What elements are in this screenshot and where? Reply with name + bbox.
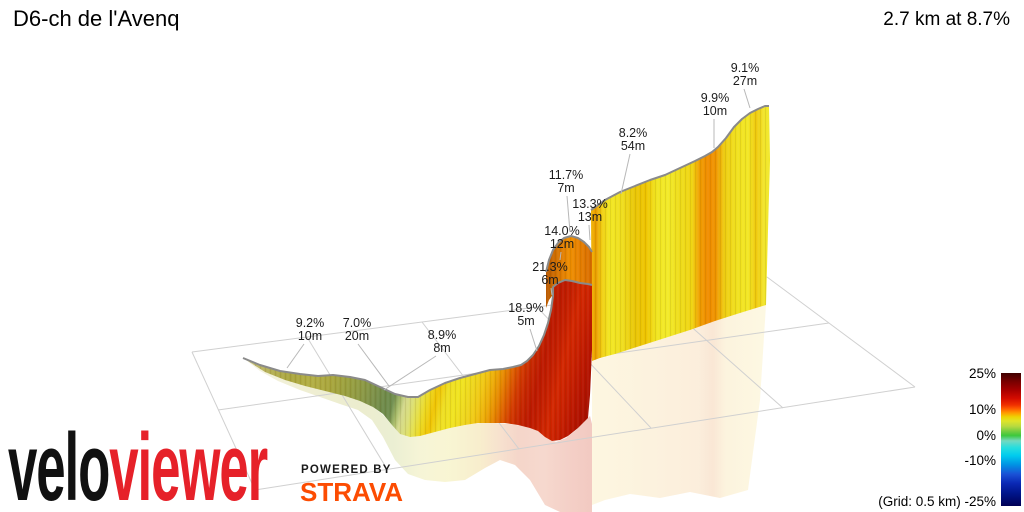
climb-summary: 2.7 km at 8.7%: [883, 9, 1010, 30]
label-leader-line: [566, 195, 571, 233]
powered-by-label: POWERED BY: [301, 464, 392, 476]
front-wall-reflection: [243, 358, 592, 512]
page-title: D6-ch de l'Avenq: [13, 6, 180, 31]
gradient-label: 9.1% 27m: [731, 61, 760, 88]
legend-tick-25: 25%: [968, 366, 996, 381]
legend-grid-note-row: (Grid: 0.5 km) -25%: [878, 494, 996, 509]
logo-viewer: viewer: [109, 414, 268, 512]
profile-edge-mid: [545, 235, 593, 273]
veloviewer-logo: veloviewer: [8, 420, 268, 512]
grid-line: [254, 386, 916, 491]
label-leader-line: [529, 328, 538, 352]
gradient-label: 9.9% 10m: [701, 91, 730, 118]
gradient-label: 8.9% 8m: [428, 328, 457, 355]
gradient-label: 18.9% 5m: [508, 301, 543, 328]
legend-tick-neg25: -25%: [964, 494, 996, 509]
label-leader-line: [383, 355, 437, 391]
gradient-label: 21.3% 6m: [532, 260, 567, 287]
gradient-label: 8.2% 54m: [619, 126, 648, 153]
legend-tick-0: 0%: [976, 428, 996, 443]
legend-color-bar: [1001, 373, 1021, 506]
gradient-label: 9.2% 10m: [296, 316, 325, 343]
wall-lower-texture: [243, 280, 592, 441]
label-leader-line: [550, 287, 553, 296]
logo-velo: velo: [8, 414, 110, 512]
wall-upper-texture: [591, 106, 770, 361]
label-leader-line: [286, 343, 305, 369]
label-leader-line: [743, 88, 751, 109]
label-leader-line: [588, 224, 591, 241]
profile-edge-upper: [590, 105, 769, 211]
label-leader-line: [357, 343, 390, 387]
gradient-label: 14.0% 12m: [544, 224, 579, 251]
gradient-label: 11.7% 7m: [549, 168, 584, 195]
gradient-label: 7.0% 20m: [343, 316, 372, 343]
legend-tick-neg10: -10%: [964, 453, 996, 468]
grid-line: [766, 276, 916, 388]
legend-tick-10: 10%: [968, 402, 996, 417]
grid-line: [191, 351, 256, 491]
label-leader-line: [559, 251, 562, 261]
label-leader-line: [620, 153, 631, 195]
profile-edge-lower: [242, 279, 593, 398]
grid-note: (Grid: 0.5 km): [878, 494, 961, 509]
grid-line: [306, 336, 388, 470]
gradient-label: 13.3% 13m: [572, 197, 607, 224]
strava-logo: STRAVA: [300, 477, 404, 507]
